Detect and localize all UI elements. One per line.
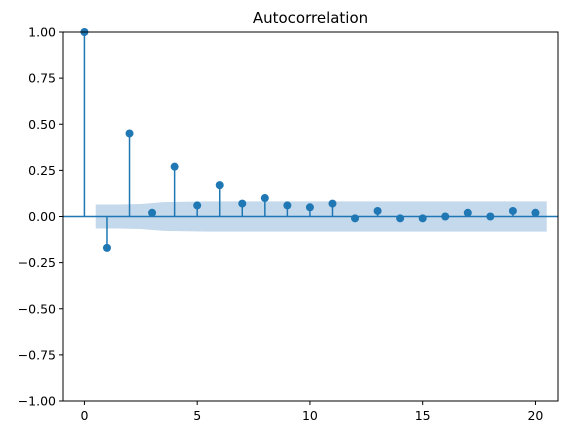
y-tick-label: 1.00 xyxy=(28,25,56,40)
x-axis-ticks: 0 5 10 15 20 xyxy=(80,401,543,423)
marker-lag-9 xyxy=(283,201,292,210)
marker-lag-15 xyxy=(418,214,427,223)
chart-title: Autocorrelation xyxy=(253,9,368,27)
y-tick-label: −0.25 xyxy=(18,255,56,270)
marker-lag-13 xyxy=(373,206,382,215)
marker-lag-20 xyxy=(531,208,540,217)
marker-lag-12 xyxy=(351,214,360,223)
marker-lag-17 xyxy=(463,208,472,217)
y-tick-label: −0.50 xyxy=(18,301,56,316)
x-tick-label: 0 xyxy=(80,408,88,423)
marker-lag-11 xyxy=(328,199,337,208)
y-tick-label: −1.00 xyxy=(18,394,56,409)
y-tick-label: −0.75 xyxy=(18,347,56,362)
marker-lag-8 xyxy=(260,194,269,203)
markers-layer xyxy=(80,28,540,252)
marker-lag-16 xyxy=(441,212,450,221)
x-tick-label: 20 xyxy=(527,408,543,423)
x-tick-label: 5 xyxy=(193,408,201,423)
marker-lag-19 xyxy=(508,206,517,215)
marker-lag-5 xyxy=(193,201,202,210)
y-tick-label: 0.00 xyxy=(28,209,56,224)
y-tick-label: 0.75 xyxy=(28,71,56,86)
marker-lag-10 xyxy=(305,203,314,212)
marker-lag-14 xyxy=(396,214,405,223)
marker-lag-3 xyxy=(148,208,157,217)
y-tick-label: 0.25 xyxy=(28,163,56,178)
marker-lag-4 xyxy=(170,162,179,171)
y-axis-ticks: 1.00 0.75 0.50 0.25 0.00 −0.25 −0.50 −0.75 −1.00 xyxy=(18,25,63,409)
x-tick-label: 15 xyxy=(415,408,431,423)
marker-lag-18 xyxy=(486,212,495,221)
marker-lag-7 xyxy=(238,199,247,208)
x-tick-label: 10 xyxy=(302,408,318,423)
marker-lag-1 xyxy=(102,243,111,252)
marker-lag-2 xyxy=(125,129,134,138)
y-tick-label: 0.50 xyxy=(28,117,56,132)
marker-lag-6 xyxy=(215,181,224,190)
